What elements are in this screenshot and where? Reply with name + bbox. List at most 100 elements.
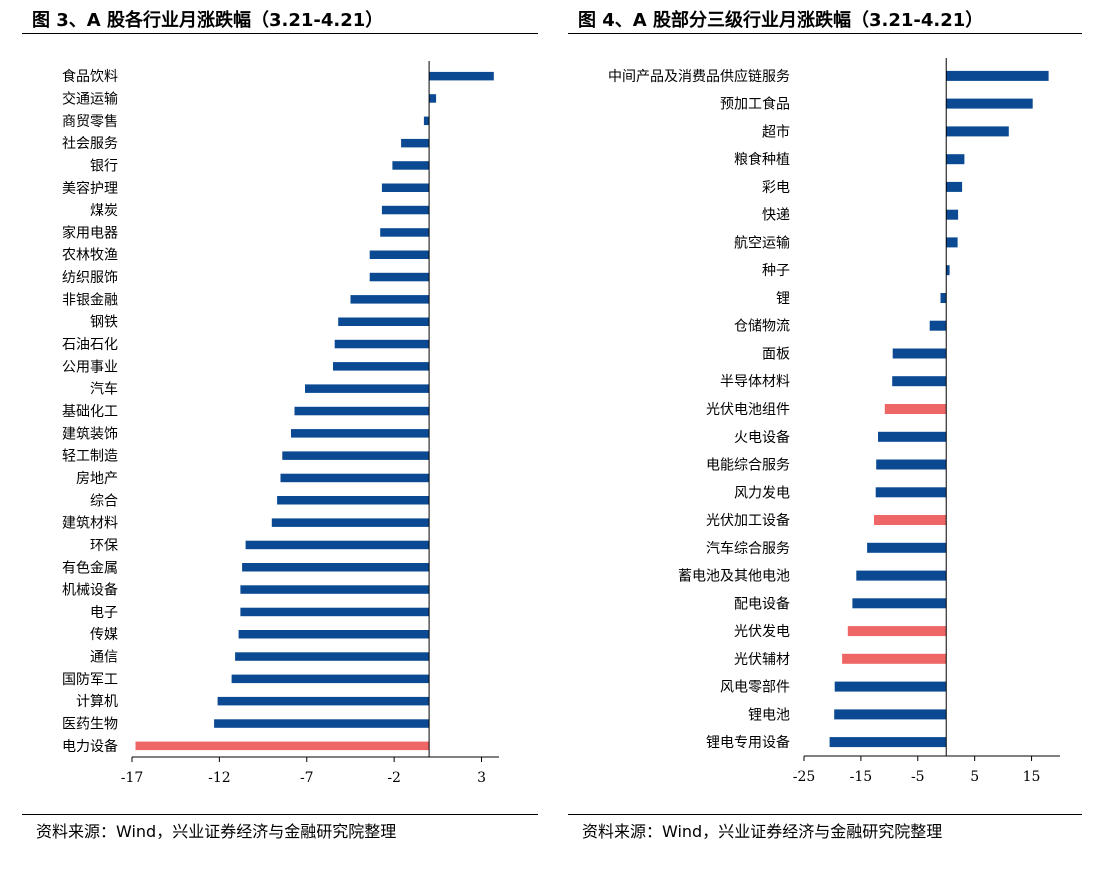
category-label-22: 风电零部件 — [720, 680, 790, 696]
category-label-0: 中间产品及消费品供应链服务 — [608, 68, 790, 85]
bar-9 — [369, 272, 430, 282]
bar-0 — [946, 70, 1049, 81]
x-tick-label-0: -17 — [121, 770, 144, 786]
bar-11 — [892, 376, 947, 387]
x-tick-label-0: -25 — [793, 769, 816, 785]
bar-18 — [856, 570, 947, 581]
x-tick-label-3: -2 — [387, 770, 401, 786]
category-label-0: 食品饮料 — [62, 68, 118, 85]
industry-bar-chart: 食品饮料交通运输商贸零售社会服务银行美容护理煤炭家用电器农林牧渔纺织服饰非银金融… — [62, 61, 499, 786]
category-label-12: 石油石化 — [62, 337, 118, 353]
bar-2 — [946, 126, 1009, 137]
x-tick-label-1: -12 — [208, 770, 231, 786]
category-label-3: 粮食种植 — [734, 151, 790, 168]
category-label-4: 银行 — [90, 159, 118, 175]
category-label-20: 建筑材料 — [62, 516, 118, 532]
bar-10 — [892, 348, 947, 359]
bar-25 — [238, 630, 430, 639]
bar-3 — [401, 138, 430, 148]
category-label-19: 配电设备 — [734, 595, 790, 612]
bar-23 — [834, 709, 947, 720]
bar-13 — [878, 431, 947, 442]
bar-7 — [380, 228, 430, 237]
category-label-1: 交通运输 — [62, 91, 118, 108]
bar-8 — [369, 250, 430, 259]
x-tick-label-1: -15 — [850, 769, 873, 785]
category-label-7: 种子 — [762, 263, 790, 279]
category-label-9: 仓储物流 — [734, 319, 790, 335]
category-label-22: 有色金属 — [62, 559, 118, 576]
bar-30 — [135, 741, 430, 751]
category-label-10: 面板 — [762, 347, 790, 363]
bar-24 — [240, 607, 430, 617]
category-label-14: 电能综合服务 — [706, 458, 790, 474]
category-label-2: 商贸零售 — [62, 114, 118, 130]
bar-0 — [429, 71, 494, 81]
bar-14 — [876, 459, 947, 470]
panel-subindustry-returns: 图 4、A 股部分三级行业月涨跌幅（3.21-4.21） 中间产品及消费品供应链… — [568, 0, 1082, 875]
bar-21 — [245, 540, 430, 550]
bar-23 — [240, 585, 430, 594]
source-divider — [22, 814, 538, 815]
category-label-6: 煤炭 — [90, 203, 118, 219]
bar-22 — [242, 563, 430, 572]
bar-14 — [305, 384, 430, 393]
category-label-18: 蓄电池及其他电池 — [678, 569, 790, 585]
bar-15 — [875, 487, 947, 498]
bar-6 — [381, 205, 430, 215]
category-label-24: 电子 — [90, 605, 118, 621]
category-label-25: 传媒 — [90, 627, 118, 643]
bar-11 — [338, 317, 430, 326]
bar-19 — [277, 496, 430, 505]
bar-12 — [884, 404, 947, 414]
category-label-11: 钢铁 — [90, 315, 118, 331]
category-label-21: 光伏辅材 — [734, 652, 790, 668]
category-label-24: 锂电专用设备 — [706, 734, 790, 751]
bar-16 — [291, 429, 430, 438]
bar-21 — [842, 653, 947, 664]
bar-7 — [946, 265, 950, 276]
category-label-6: 航空运输 — [734, 235, 790, 251]
category-label-2: 超市 — [762, 123, 790, 140]
bar-15 — [294, 406, 430, 416]
category-label-28: 计算机 — [76, 694, 118, 710]
category-label-13: 火电设备 — [734, 429, 790, 446]
bar-12 — [334, 339, 430, 349]
category-label-27: 国防军工 — [62, 672, 118, 688]
bar-5 — [946, 209, 959, 220]
bar-16 — [874, 515, 947, 525]
bar-9 — [929, 320, 947, 331]
category-label-5: 美容护理 — [62, 180, 118, 197]
bar-8 — [940, 293, 947, 303]
bar-13 — [333, 362, 430, 371]
category-label-23: 锂电池 — [748, 707, 790, 723]
category-label-3: 社会服务 — [62, 136, 118, 152]
category-label-8: 农林牧渔 — [62, 248, 118, 264]
bar-17 — [867, 542, 947, 553]
category-label-30: 电力设备 — [62, 738, 118, 755]
bar-29 — [214, 719, 430, 728]
title-divider — [568, 33, 1082, 34]
category-label-7: 家用电器 — [62, 224, 118, 241]
category-label-11: 半导体材料 — [720, 374, 790, 390]
category-label-4: 彩电 — [762, 180, 790, 196]
bar-22 — [834, 681, 947, 692]
x-tick-label-4: 3 — [477, 770, 486, 786]
category-label-5: 快递 — [762, 208, 790, 224]
bar-2 — [423, 116, 430, 126]
category-label-23: 机械设备 — [62, 582, 118, 599]
bar-26 — [235, 652, 430, 661]
bar-27 — [231, 674, 430, 684]
bar-1 — [946, 98, 1033, 109]
panel-industry-returns: 图 3、A 股各行业月涨跌幅（3.21-4.21） 食品饮料 交通运输 商贸零售 社会… — [22, 0, 538, 875]
category-label-1: 预加工食品 — [720, 96, 790, 113]
title-divider — [22, 33, 538, 34]
category-label-18: 房地产 — [76, 471, 118, 487]
category-label-17: 轻工制造 — [62, 449, 118, 465]
bar-4 — [392, 161, 430, 170]
category-label-26: 通信 — [90, 650, 118, 666]
category-label-17: 汽车综合服务 — [706, 540, 790, 557]
category-label-13: 公用事业 — [62, 359, 118, 375]
bar-6 — [946, 237, 958, 248]
category-label-9: 纺织服饰 — [62, 270, 118, 286]
